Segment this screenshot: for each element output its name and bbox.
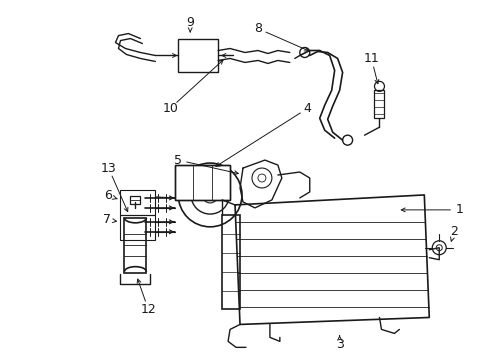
Bar [175, 165, 229, 200]
Text: 12: 12 [140, 303, 156, 316]
Text: 10: 10 [162, 102, 178, 115]
Bar [175, 165, 229, 200]
Text: 13: 13 [101, 162, 116, 175]
Text: 4: 4 [303, 102, 311, 115]
Text: 1: 1 [454, 203, 462, 216]
Text: 11: 11 [363, 52, 379, 65]
Text: 8: 8 [253, 22, 262, 35]
Bar [178, 39, 218, 72]
Text: 7: 7 [102, 213, 110, 226]
Bar [222, 215, 240, 310]
Bar [374, 90, 384, 118]
Text: 3: 3 [335, 338, 343, 351]
Text: 6: 6 [104, 189, 112, 202]
Text: 5: 5 [174, 154, 182, 167]
Text: 2: 2 [449, 225, 457, 238]
Bar [120, 215, 155, 240]
Bar [124, 218, 146, 273]
Bar [120, 190, 155, 215]
Bar [130, 196, 140, 204]
Text: 9: 9 [186, 16, 194, 29]
